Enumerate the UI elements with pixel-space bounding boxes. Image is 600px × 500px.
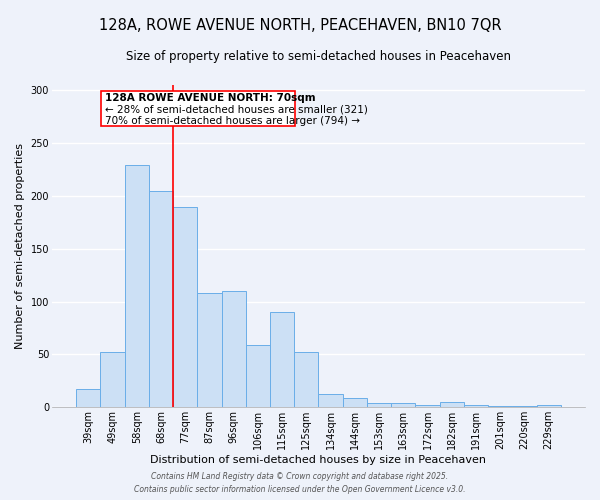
Text: 70% of semi-detached houses are larger (794) →: 70% of semi-detached houses are larger (… (104, 116, 359, 126)
Bar (270, 312, 294, 408)
Text: 128A, ROWE AVENUE NORTH, PEACEHAVEN, BN10 7QR: 128A, ROWE AVENUE NORTH, PEACEHAVEN, BN1… (98, 18, 502, 32)
Bar (221, 291, 246, 408)
Bar (488, 406, 512, 407)
Bar (319, 394, 343, 407)
Bar (391, 403, 415, 407)
Bar (464, 405, 488, 407)
Bar (125, 166, 149, 408)
Text: ← 28% of semi-detached houses are smaller (321): ← 28% of semi-detached houses are smalle… (104, 104, 367, 115)
Bar (246, 345, 270, 408)
Bar (76, 390, 100, 407)
Title: Size of property relative to semi-detached houses in Peacehaven: Size of property relative to semi-detach… (126, 50, 511, 63)
Bar (173, 206, 197, 408)
Bar (100, 352, 125, 408)
Bar (343, 398, 367, 407)
Text: 128A ROWE AVENUE NORTH: 70sqm: 128A ROWE AVENUE NORTH: 70sqm (104, 94, 315, 104)
Bar (415, 405, 440, 407)
Bar (536, 405, 561, 407)
Bar (440, 402, 464, 407)
Bar (512, 406, 536, 407)
Bar (367, 403, 391, 407)
Bar (149, 190, 173, 408)
Y-axis label: Number of semi-detached properties: Number of semi-detached properties (15, 143, 25, 349)
X-axis label: Distribution of semi-detached houses by size in Peacehaven: Distribution of semi-detached houses by … (151, 455, 487, 465)
Bar (294, 352, 319, 408)
Text: Contains HM Land Registry data © Crown copyright and database right 2025.
Contai: Contains HM Land Registry data © Crown c… (134, 472, 466, 494)
Bar (197, 293, 221, 408)
FancyBboxPatch shape (101, 92, 295, 126)
